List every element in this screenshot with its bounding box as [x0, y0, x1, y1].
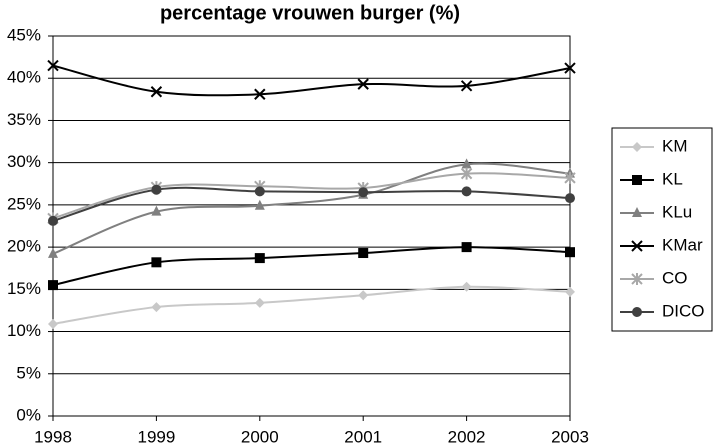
- marker: [151, 302, 162, 313]
- series-line: [52, 285, 571, 325]
- y-tick-label: 5%: [16, 363, 41, 382]
- marker: [151, 184, 162, 195]
- marker: [460, 167, 473, 180]
- marker: [358, 290, 369, 301]
- marker: [461, 242, 472, 253]
- marker: [150, 86, 163, 98]
- y-tick-label: 45%: [7, 25, 41, 44]
- y-tick-label: 35%: [7, 110, 41, 129]
- legend-label: KM: [662, 136, 688, 155]
- marker: [460, 80, 473, 92]
- marker: [358, 187, 369, 198]
- legend-marker: [632, 175, 642, 185]
- marker: [47, 59, 59, 72]
- x-tick-label: 2000: [241, 427, 279, 446]
- legend-marker: [632, 307, 642, 317]
- y-tick-label: 0%: [16, 405, 41, 424]
- marker: [565, 247, 575, 258]
- series-line: [52, 162, 571, 255]
- marker: [461, 158, 472, 169]
- y-tick-label: 10%: [7, 321, 41, 340]
- legend-label: CO: [662, 268, 688, 287]
- chart-title: percentage vrouwen burger (%): [160, 2, 460, 24]
- legend-label: KLu: [662, 202, 692, 221]
- legend-label: DICO: [662, 301, 705, 320]
- marker: [564, 171, 576, 184]
- series-line: [52, 64, 571, 97]
- marker: [254, 199, 265, 210]
- marker: [151, 205, 162, 216]
- marker: [564, 62, 576, 74]
- series-line: [52, 246, 571, 287]
- marker: [461, 281, 472, 292]
- marker: [254, 88, 266, 100]
- legend-marker: [632, 207, 642, 217]
- marker: [48, 280, 58, 291]
- legend-marker: [632, 142, 642, 152]
- marker: [254, 253, 265, 264]
- series-line: [52, 186, 571, 222]
- x-tick-label: 1998: [34, 427, 72, 446]
- marker: [48, 215, 58, 226]
- legend-label: KMar: [662, 235, 703, 254]
- plot-border: [52, 35, 571, 417]
- x-tick-label: 1999: [137, 427, 175, 446]
- y-tick-label: 20%: [7, 237, 41, 256]
- legend-marker: [631, 273, 643, 285]
- y-tick-label: 15%: [7, 279, 41, 298]
- marker: [358, 248, 369, 259]
- x-tick-label: 2003: [551, 427, 589, 446]
- series-line: [52, 172, 571, 220]
- legend-label: KL: [662, 169, 683, 188]
- y-tick-label: 25%: [7, 194, 41, 213]
- marker: [461, 186, 472, 197]
- legend-box: [611, 127, 713, 332]
- y-tick-label: 40%: [7, 68, 41, 87]
- x-tick-label: 2002: [448, 427, 486, 446]
- marker: [565, 286, 575, 297]
- y-tick-label: 30%: [7, 152, 41, 171]
- marker: [357, 78, 369, 90]
- x-tick-label: 2001: [344, 427, 382, 446]
- marker: [151, 257, 162, 268]
- marker: [254, 186, 265, 197]
- legend-marker: [631, 240, 643, 252]
- marker: [48, 318, 58, 329]
- marker: [48, 247, 58, 258]
- marker: [565, 193, 575, 204]
- marker: [254, 297, 265, 308]
